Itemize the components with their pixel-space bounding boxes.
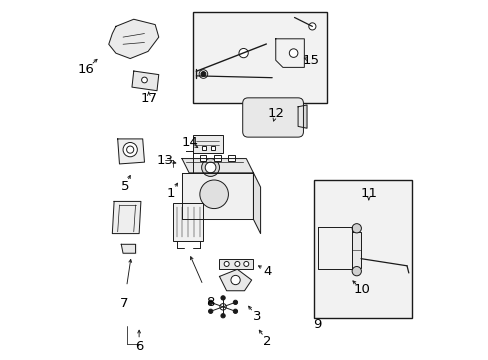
- Bar: [192, 12, 326, 103]
- Circle shape: [233, 309, 237, 314]
- Bar: [313, 180, 411, 318]
- Bar: [173, 203, 203, 241]
- Polygon shape: [118, 139, 144, 164]
- Circle shape: [221, 314, 225, 318]
- Polygon shape: [112, 202, 141, 234]
- Bar: [200, 155, 206, 161]
- Polygon shape: [132, 71, 159, 91]
- Circle shape: [224, 261, 229, 266]
- Text: 13: 13: [156, 154, 173, 167]
- Polygon shape: [108, 19, 159, 59]
- Polygon shape: [298, 105, 306, 128]
- FancyBboxPatch shape: [242, 98, 303, 137]
- Text: 16: 16: [78, 63, 95, 76]
- Circle shape: [244, 261, 248, 266]
- Polygon shape: [121, 244, 135, 253]
- Circle shape: [230, 275, 240, 285]
- Circle shape: [208, 309, 212, 314]
- Polygon shape: [219, 269, 251, 291]
- Text: 10: 10: [352, 283, 369, 296]
- Text: 7: 7: [120, 297, 128, 310]
- Bar: [192, 135, 223, 153]
- Circle shape: [201, 72, 205, 77]
- Text: 6: 6: [135, 340, 143, 353]
- Polygon shape: [317, 226, 351, 269]
- Text: 8: 8: [206, 296, 214, 309]
- Circle shape: [126, 146, 134, 153]
- Text: 12: 12: [267, 107, 284, 120]
- Circle shape: [351, 224, 361, 233]
- Circle shape: [220, 303, 226, 310]
- Bar: [351, 232, 360, 267]
- Polygon shape: [182, 158, 253, 173]
- Circle shape: [205, 162, 216, 173]
- Bar: [201, 146, 205, 150]
- Circle shape: [208, 300, 212, 305]
- Text: 1: 1: [167, 187, 175, 200]
- Text: 14: 14: [182, 136, 198, 149]
- Circle shape: [142, 77, 147, 83]
- Circle shape: [200, 180, 228, 208]
- Circle shape: [234, 261, 240, 266]
- Polygon shape: [182, 173, 253, 219]
- Text: 4: 4: [263, 265, 271, 278]
- Text: 5: 5: [121, 180, 129, 193]
- Polygon shape: [253, 173, 260, 234]
- Circle shape: [289, 49, 297, 57]
- Circle shape: [308, 23, 315, 30]
- Circle shape: [201, 158, 219, 176]
- Bar: [214, 155, 220, 161]
- Bar: [210, 146, 214, 150]
- Circle shape: [221, 296, 225, 300]
- Circle shape: [199, 70, 207, 78]
- Bar: [228, 155, 234, 161]
- Text: 2: 2: [263, 335, 271, 348]
- Text: 11: 11: [360, 187, 377, 200]
- Bar: [219, 258, 253, 269]
- Circle shape: [351, 266, 361, 276]
- Circle shape: [233, 300, 237, 305]
- Circle shape: [239, 49, 248, 58]
- Text: 9: 9: [313, 318, 321, 331]
- Text: 3: 3: [252, 310, 261, 323]
- Text: 17: 17: [140, 92, 157, 105]
- Text: 15: 15: [302, 54, 319, 67]
- Circle shape: [123, 143, 137, 157]
- Polygon shape: [275, 39, 304, 67]
